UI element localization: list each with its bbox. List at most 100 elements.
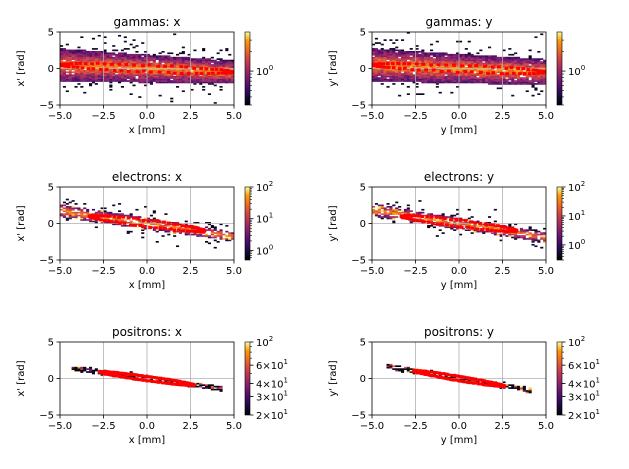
heatmap-cell	[377, 56, 381, 59]
heatmap-cell	[395, 213, 399, 215]
heatmap-cell	[461, 56, 465, 59]
heatmap-cell	[372, 75, 376, 78]
heatmap-cell	[386, 61, 390, 63]
heatmap-cell	[464, 67, 468, 69]
heatmap-cell	[409, 65, 413, 68]
heatmap-cell	[490, 56, 494, 59]
heatmap-cell	[392, 75, 396, 78]
heatmap-cell	[109, 81, 113, 84]
heatmap-cell	[392, 74, 396, 76]
heatmap-cell	[210, 77, 214, 79]
heatmap-cell	[514, 236, 518, 239]
heatmap-cell	[222, 80, 226, 82]
heatmap-cell	[430, 80, 434, 82]
heatmap-cell	[155, 224, 159, 227]
ellipse-point	[472, 381, 477, 385]
heatmap-cell	[83, 217, 87, 220]
heatmap-cell	[543, 239, 546, 242]
heatmap-cell	[406, 65, 410, 68]
heatmap-cell	[231, 62, 234, 65]
heatmap-cell	[141, 75, 145, 78]
heatmap-cell	[496, 80, 500, 82]
heatmap-cell	[164, 223, 168, 226]
heatmap-cell	[158, 52, 162, 55]
heatmap-cell	[155, 68, 159, 71]
heatmap-cell	[418, 71, 422, 74]
heatmap-cell	[380, 213, 384, 215]
ellipse-point	[146, 219, 151, 223]
heatmap-cell	[74, 211, 78, 214]
ellipse-point	[431, 68, 436, 72]
heatmap-cell	[505, 69, 509, 72]
heatmap-cell	[467, 80, 471, 82]
heatmap-cell	[228, 239, 232, 242]
heatmap-cell	[470, 56, 474, 59]
heatmap-cell	[152, 68, 156, 71]
heatmap-cell	[219, 78, 223, 81]
heatmap-cell	[77, 49, 81, 52]
heatmap-cell	[493, 78, 497, 81]
heatmap-cell	[80, 369, 84, 372]
heatmap-cell	[459, 77, 463, 79]
heatmap-cell	[68, 50, 72, 53]
heatmap-cell	[207, 62, 211, 65]
heatmap-cell	[380, 58, 384, 60]
ellipse-point	[484, 380, 489, 383]
heatmap-cell	[190, 233, 194, 236]
ellipse-point	[463, 218, 468, 222]
heatmap-cell	[427, 62, 431, 65]
heatmap-cell	[528, 227, 532, 230]
heatmap-cell	[83, 80, 87, 82]
heatmap-cell	[403, 69, 407, 72]
heatmap-cell	[74, 55, 78, 58]
heatmap-cell	[517, 236, 521, 239]
heatmap-cell	[213, 229, 217, 231]
heatmap-cell	[138, 55, 142, 58]
heatmap-cell	[496, 74, 500, 76]
y-tick-label: 5	[48, 28, 54, 39]
heatmap-cell	[193, 58, 197, 60]
heatmap-cell	[389, 65, 393, 68]
heatmap-cell	[467, 67, 471, 69]
heatmap-cell	[94, 64, 98, 66]
heatmap-cell	[86, 72, 90, 75]
heatmap-cell	[467, 68, 471, 71]
x-tick-label: 2.5	[495, 266, 511, 277]
heatmap-cell	[401, 55, 405, 58]
heatmap-cell	[167, 233, 171, 236]
heatmap-cell	[412, 52, 416, 55]
ellipse-point	[147, 375, 151, 379]
heatmap-cell	[210, 65, 214, 68]
heatmap-cell	[144, 377, 148, 379]
heatmap-cell	[476, 230, 480, 233]
heatmap-cell	[103, 55, 107, 58]
heatmap-cell	[479, 224, 483, 227]
heatmap-cell	[213, 64, 217, 66]
heatmap-cell	[173, 81, 177, 84]
heatmap-cell	[74, 80, 78, 82]
heatmap-cell	[144, 205, 148, 208]
heatmap-cell	[219, 88, 223, 91]
ellipse-point	[95, 214, 99, 218]
heatmap-cell	[138, 81, 142, 84]
heatmap-cell	[123, 78, 127, 81]
heatmap-cell	[505, 75, 509, 78]
ellipse-point	[136, 217, 141, 221]
heatmap-cell	[170, 381, 174, 384]
heatmap-cell	[94, 65, 98, 68]
heatmap-cell	[511, 56, 515, 59]
heatmap-cell	[482, 230, 486, 233]
heatmap-cell	[152, 217, 156, 220]
heatmap-cell	[372, 52, 376, 55]
heatmap-cell	[167, 55, 171, 58]
heatmap-cell	[511, 53, 515, 56]
heatmap-cell	[126, 375, 130, 378]
heatmap-cell	[97, 58, 101, 60]
ellipse-point	[475, 227, 480, 231]
heatmap-cell	[106, 61, 110, 63]
heatmap-cell	[412, 74, 416, 76]
heatmap-cell	[213, 59, 217, 62]
heatmap-cell	[120, 374, 124, 376]
heatmap-cell	[543, 83, 546, 85]
